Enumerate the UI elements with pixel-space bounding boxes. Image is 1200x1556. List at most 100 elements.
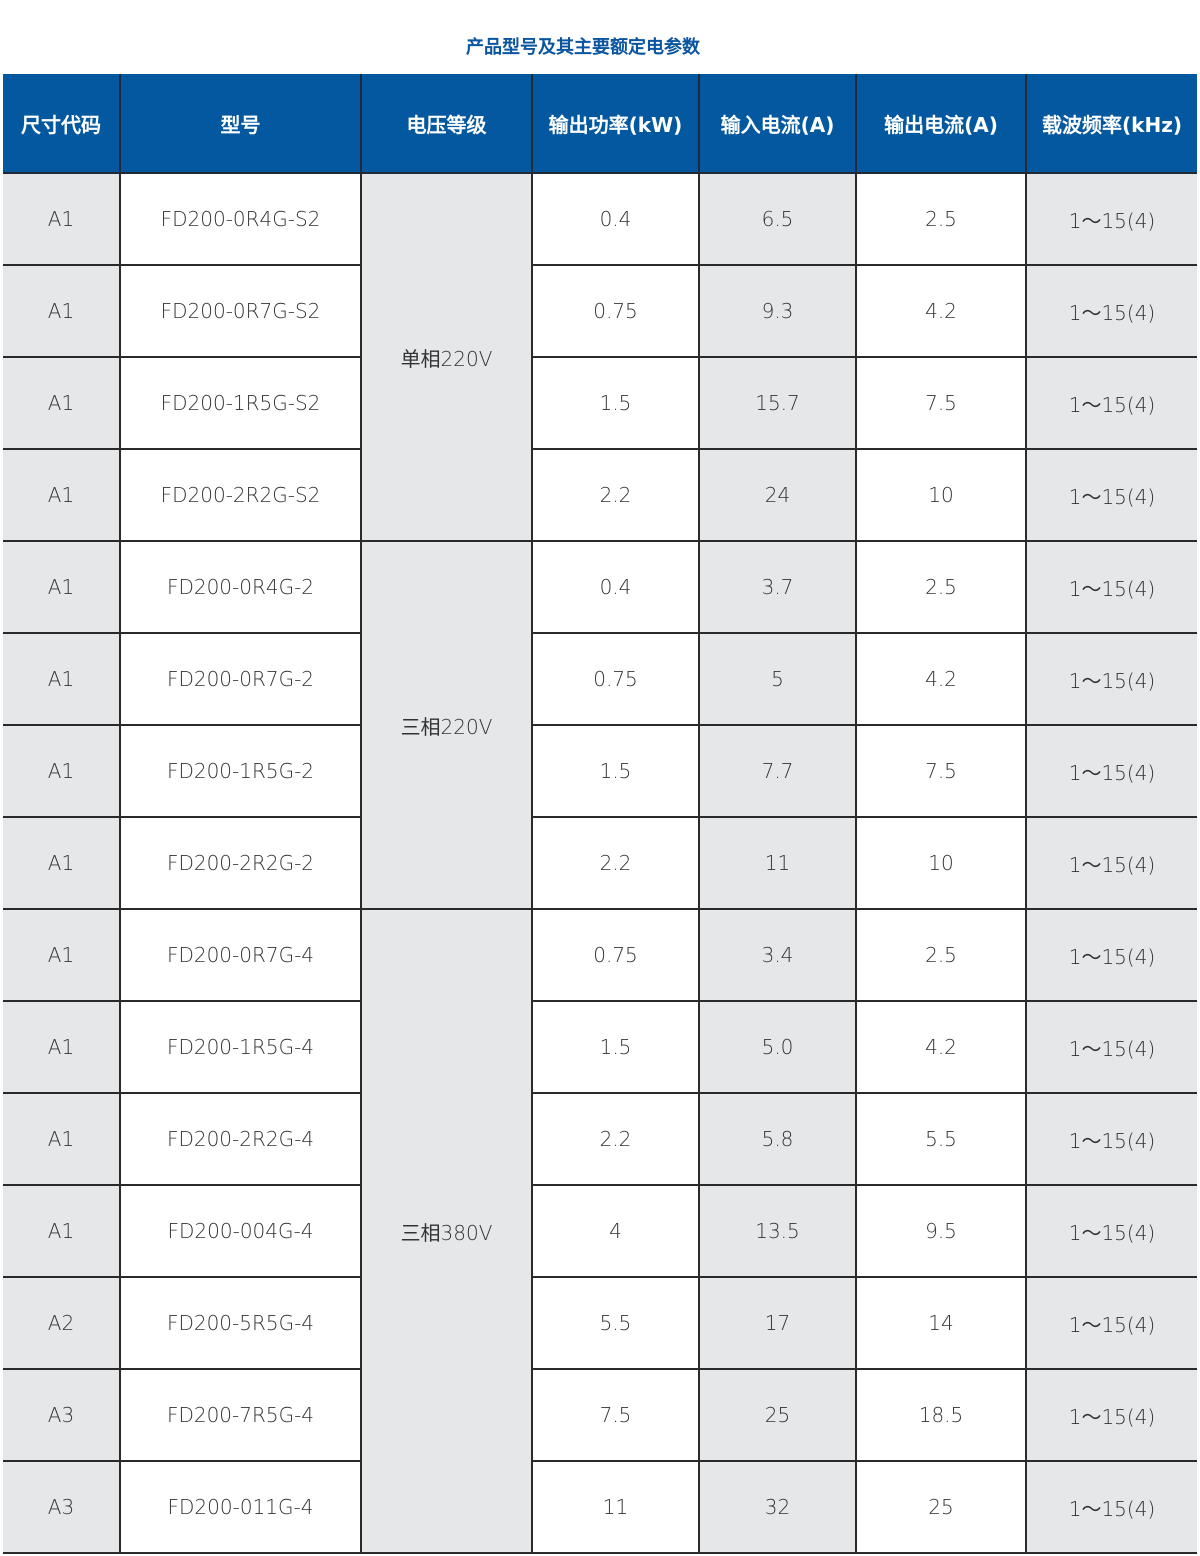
cell-output-power: 4 [531,1184,700,1278]
table-row: A1 FD200-0R7G-2 0.75 5 4.2 1～15(4) [3,632,1197,726]
cell-output-power: 0.75 [531,264,700,358]
cell-output-current: 10 [855,448,1027,542]
header-input-current: 输入电流(A) [698,74,857,174]
cell-input-current: 25 [698,1368,857,1462]
table-row: A1 FD200-0R7G-4 三相380V 0.75 3.4 2.5 1～15(4) [3,908,1197,1554]
cell-output-current: 2.5 [855,908,1027,1002]
cell-model: FD200-5R5G-4 [119,1276,362,1370]
table-row: A1 FD200-2R2G-4 2.2 5.8 5.5 1～15(4) [3,1092,1197,1186]
header-size-code: 尺寸代码 [3,74,121,174]
cell-carrier-frequency: 1～15(4) [1025,632,1197,726]
cell-size-code: A2 [3,1276,121,1370]
cell-carrier-frequency: 1～15(4) [1025,1000,1197,1094]
cell-output-power: 0.75 [531,908,700,1002]
table-row: A1 FD200-2R2G-S2 2.2 24 10 1～15(4) [3,448,1197,542]
cell-output-current: 2.5 [855,172,1027,266]
cell-model: FD200-1R5G-S2 [119,356,362,450]
cell-carrier-frequency: 1～15(4) [1025,356,1197,450]
cell-input-current: 13.5 [698,1184,857,1278]
cell-voltage-group: 三相220V [360,540,533,910]
cell-voltage-group: 单相220V [360,172,533,542]
header-row: 尺寸代码 型号 电压等级 输出功率(kW) 输入电流(A) 输出电流(A) 载波… [3,74,1197,174]
cell-size-code: A1 [3,908,121,1002]
cell-output-power: 1.5 [531,724,700,818]
cell-carrier-frequency: 1～15(4) [1025,724,1197,818]
cell-output-power: 0.4 [531,540,700,634]
cell-carrier-frequency: 1～15(4) [1025,816,1197,910]
header-model: 型号 [119,74,362,174]
table-row: A1 FD200-1R5G-4 1.5 5.0 4.2 1～15(4) [3,1000,1197,1094]
cell-carrier-frequency: 1～15(4) [1025,1184,1197,1278]
cell-model: FD200-0R7G-2 [119,632,362,726]
cell-voltage-group: 三相380V [360,908,533,1554]
header-output-current: 输出电流(A) [855,74,1027,174]
table-row: A1 FD200-2R2G-2 2.2 11 10 1～15(4) [3,816,1197,910]
cell-output-current: 2.5 [855,540,1027,634]
parameters-table: 尺寸代码 型号 电压等级 输出功率(kW) 输入电流(A) 输出电流(A) 载波… [3,74,1197,1554]
cell-size-code: A1 [3,172,121,266]
cell-input-current: 6.5 [698,172,857,266]
cell-model: FD200-011G-4 [119,1460,362,1554]
table-row: A1 FD200-0R4G-S2 单相220V 0.4 6.5 2.5 1～15(4) [3,172,1197,542]
cell-input-current: 24 [698,448,857,542]
cell-size-code: A1 [3,632,121,726]
cell-output-power: 7.5 [531,1368,700,1462]
cell-model: FD200-2R2G-4 [119,1092,362,1186]
cell-input-current: 7.7 [698,724,857,818]
cell-size-code: A3 [3,1460,121,1554]
cell-input-current: 15.7 [698,356,857,450]
cell-output-power: 11 [531,1460,700,1554]
cell-output-current: 25 [855,1460,1027,1554]
cell-output-current: 4.2 [855,1000,1027,1094]
cell-size-code: A1 [3,1000,121,1094]
table-row: A1 FD200-1R5G-2 1.5 7.7 7.5 1～15(4) [3,724,1197,818]
table-title: 产品型号及其主要额定电参数 [466,37,700,58]
cell-size-code: A1 [3,1092,121,1186]
cell-output-current: 5.5 [855,1092,1027,1186]
cell-output-power: 2.2 [531,1092,700,1186]
cell-carrier-frequency: 1～15(4) [1025,448,1197,542]
cell-size-code: A1 [3,724,121,818]
cell-output-current: 7.5 [855,356,1027,450]
cell-model: FD200-0R4G-S2 [119,172,362,266]
cell-output-current: 4.2 [855,264,1027,358]
table-row: A3 FD200-7R5G-4 7.5 25 18.5 1～15(4) [3,1368,1197,1462]
cell-output-current: 9.5 [855,1184,1027,1278]
cell-output-power: 2.2 [531,816,700,910]
cell-size-code: A1 [3,540,121,634]
cell-model: FD200-7R5G-4 [119,1368,362,1462]
cell-model: FD200-0R4G-2 [119,540,362,634]
cell-input-current: 5.0 [698,1000,857,1094]
cell-size-code: A1 [3,264,121,358]
cell-model: FD200-2R2G-S2 [119,448,362,542]
table-row: A1 FD200-1R5G-S2 1.5 15.7 7.5 1～15(4) [3,356,1197,450]
cell-carrier-frequency: 1～15(4) [1025,908,1197,1002]
cell-output-power: 1.5 [531,1000,700,1094]
cell-model: FD200-0R7G-S2 [119,264,362,358]
header-voltage: 电压等级 [360,74,533,174]
cell-model: FD200-0R7G-4 [119,908,362,1002]
cell-carrier-frequency: 1～15(4) [1025,540,1197,634]
cell-carrier-frequency: 1～15(4) [1025,1368,1197,1462]
cell-output-current: 14 [855,1276,1027,1370]
cell-input-current: 9.3 [698,264,857,358]
cell-output-current: 4.2 [855,632,1027,726]
cell-carrier-frequency: 1～15(4) [1025,1092,1197,1186]
cell-input-current: 5 [698,632,857,726]
cell-input-current: 11 [698,816,857,910]
cell-size-code: A1 [3,356,121,450]
cell-model: FD200-1R5G-4 [119,1000,362,1094]
table-row: A1 FD200-0R4G-2 三相220V 0.4 3.7 2.5 1～15(4) [3,540,1197,910]
cell-output-current: 10 [855,816,1027,910]
cell-size-code: A1 [3,448,121,542]
cell-size-code: A1 [3,816,121,910]
cell-output-power: 0.75 [531,632,700,726]
header-output-power: 输出功率(kW) [531,74,700,174]
cell-model: FD200-1R5G-2 [119,724,362,818]
cell-input-current: 32 [698,1460,857,1554]
cell-output-power: 2.2 [531,448,700,542]
cell-output-power: 0.4 [531,172,700,266]
cell-input-current: 5.8 [698,1092,857,1186]
cell-input-current: 3.4 [698,908,857,1002]
cell-output-current: 7.5 [855,724,1027,818]
